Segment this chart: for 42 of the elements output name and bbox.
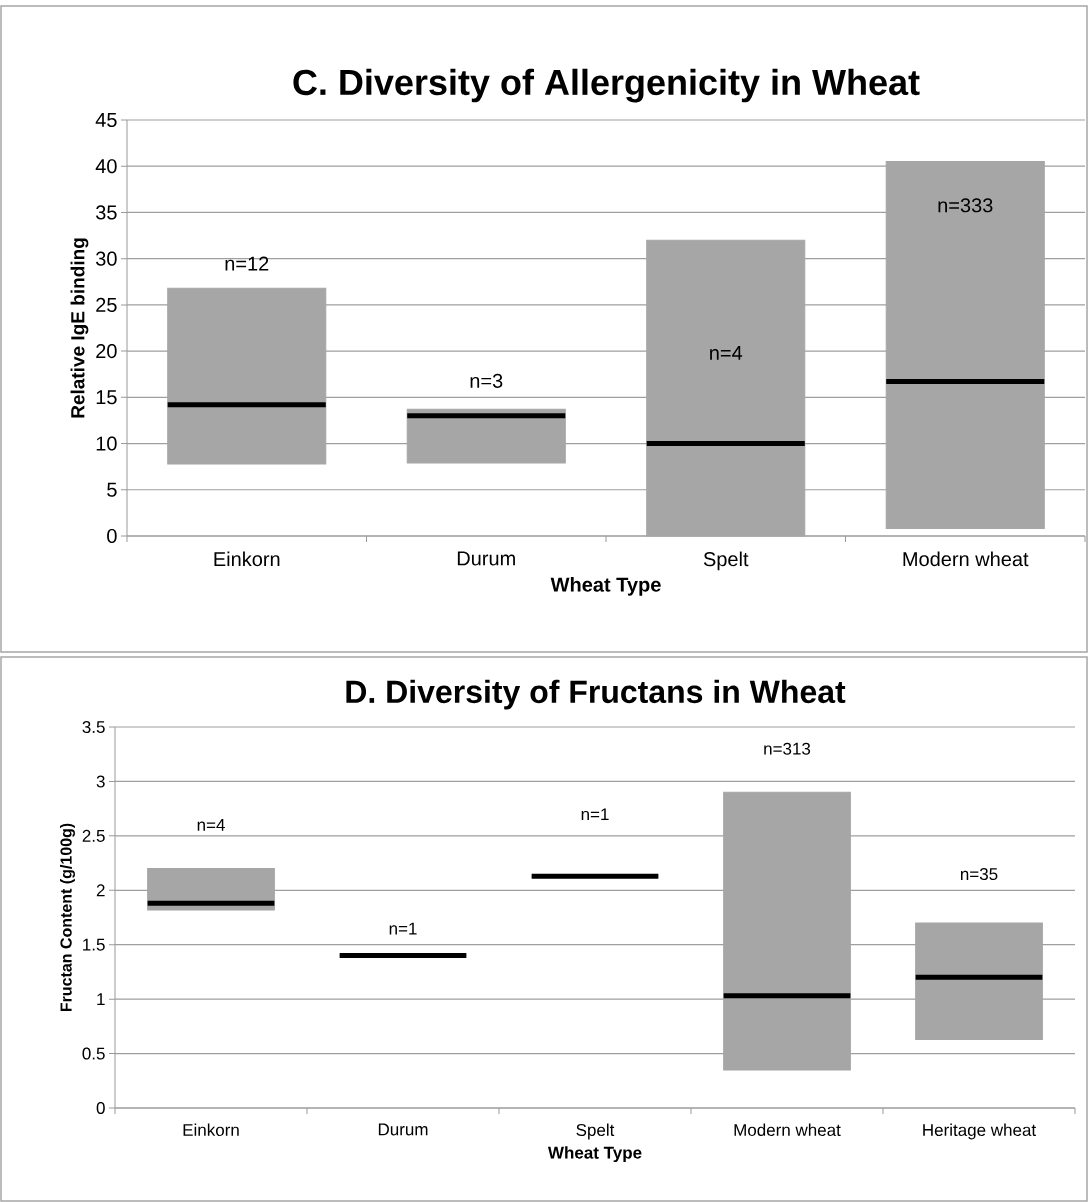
y-tick-label: 1.5	[83, 938, 105, 951]
chart-title: C. Diversity of Allergenicity in Wheat	[293, 68, 920, 103]
y-tick-label: 1	[97, 993, 105, 1005]
x-tick-label: Modern wheat	[734, 1123, 841, 1137]
y-tick-label: 35	[95, 205, 117, 220]
y-tick-label: 0	[107, 528, 117, 544]
x-axis-title: Wheat Type	[547, 1146, 642, 1163]
y-tick-label: 0.5	[82, 1047, 105, 1060]
x-tick-label: Spelt	[703, 551, 749, 571]
x-tick-label: Heritage wheat	[923, 1123, 1037, 1140]
y-tick-label: 10	[96, 436, 117, 451]
x-tick-label: Einkorn	[214, 551, 280, 567]
annotation: n=1	[581, 808, 609, 821]
annotation: n=12	[225, 256, 269, 271]
annotation: n=4	[197, 819, 225, 831]
x-tick-label: Durum	[378, 1123, 428, 1136]
annotation: n=333	[938, 198, 993, 213]
y-tick-label: 30	[95, 251, 117, 266]
x-tick-label: Einkorn	[183, 1123, 239, 1137]
y-tick-label: 3	[96, 775, 105, 788]
annotation: n=35	[960, 868, 998, 881]
x-tick-label: Modern wheat	[903, 551, 1029, 567]
y-tick-label: 45	[95, 113, 117, 127]
y-tick-label: 25	[96, 297, 117, 312]
x-tick-label: Spelt	[576, 1123, 615, 1140]
annotation: n=1	[389, 922, 417, 935]
y-tick-label: 20	[96, 344, 117, 359]
x-tick-label: Durum	[457, 551, 515, 566]
annotation: n=4	[710, 346, 743, 360]
y-tick-label: 2	[96, 884, 105, 897]
y-tick-label: 3.5	[82, 720, 105, 734]
y-tick-label: 2.5	[82, 829, 105, 842]
x-axis-title: Wheat Type	[550, 577, 661, 596]
chart-title: D. Diversity of Fructans in Wheat	[346, 679, 846, 710]
y-tick-label: 40	[95, 159, 117, 174]
y-tick-label: 0	[96, 1101, 105, 1115]
y-axis-title: Fructan Content (g/100g)	[59, 823, 75, 1012]
annotation: n=313	[764, 742, 811, 755]
annotation: n=3	[470, 373, 503, 388]
y-axis-title: Relative IgE binding	[70, 238, 89, 418]
y-tick-label: 5	[107, 482, 117, 497]
y-tick-label: 15	[96, 390, 117, 405]
